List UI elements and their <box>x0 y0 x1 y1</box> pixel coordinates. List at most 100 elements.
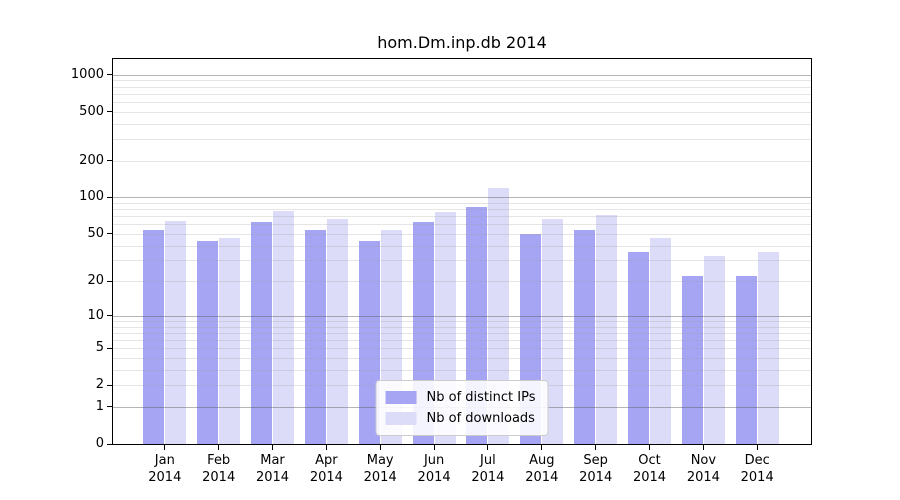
bar-ips-jan <box>143 229 165 444</box>
gridline-minor <box>113 245 811 247</box>
gridline-minor <box>113 216 811 218</box>
x-tick-label: Jan 2014 <box>148 453 182 485</box>
y-tick <box>107 74 112 76</box>
legend-swatch-downloads <box>385 412 417 425</box>
gridline-minor <box>113 281 811 283</box>
plot-area: Nb of distinct IPs Nb of downloads <box>112 58 812 445</box>
gridline-major <box>113 74 811 76</box>
y-tick-label: 10 <box>87 307 104 323</box>
y-tick <box>107 233 112 235</box>
y-tick <box>107 111 112 113</box>
bar-ips-feb <box>197 240 219 444</box>
y-tick <box>107 443 112 445</box>
x-tick <box>541 445 543 450</box>
y-tick <box>107 347 112 349</box>
y-tick-label: 50 <box>87 225 104 241</box>
y-tick <box>107 160 112 161</box>
y-tick-label: 20 <box>87 273 104 289</box>
gridline-minor <box>113 111 811 113</box>
x-tick-label: Dec 2014 <box>740 453 774 485</box>
legend-entry-downloads: Nb of downloads <box>385 408 536 429</box>
legend-swatch-distinct-ips <box>385 391 417 404</box>
gridline-minor <box>113 123 811 125</box>
x-tick-label: Sep 2014 <box>579 453 613 485</box>
x-tick <box>379 445 381 450</box>
gridline-minor <box>113 224 811 226</box>
bar-ips-nov <box>681 276 703 444</box>
bar-ips-mar <box>251 221 272 444</box>
bar-ips-sep <box>574 229 596 444</box>
x-tick-label: Nov 2014 <box>686 453 720 485</box>
gridline-minor <box>113 86 811 88</box>
legend-entry-distinct-ips: Nb of distinct IPs <box>385 387 536 408</box>
bar-downloads-jan <box>165 220 187 444</box>
y-tick-label: 1 <box>95 398 104 414</box>
gridline-minor <box>113 202 811 204</box>
gridline-minor <box>113 260 811 262</box>
gridline-minor <box>113 233 811 235</box>
x-tick <box>325 445 327 450</box>
y-tick-label: 100 <box>79 189 104 205</box>
x-tick-label: Apr 2014 <box>309 453 343 485</box>
x-tick-label: Aug 2014 <box>525 453 559 485</box>
bar-ips-may <box>358 240 380 444</box>
gridline-minor <box>113 340 811 341</box>
bar-ips-oct <box>628 252 649 444</box>
y-tick-label: 2 <box>95 377 104 393</box>
x-tick-label: Mar 2014 <box>255 453 290 485</box>
gridline-minor <box>113 209 811 211</box>
gridline-minor <box>113 93 811 95</box>
bar-downloads-apr <box>326 219 348 444</box>
y-tick <box>107 384 112 386</box>
gridline-minor <box>113 320 811 322</box>
legend-label: Nb of downloads <box>426 411 535 426</box>
x-tick <box>487 445 489 450</box>
y-tick-label: 5 <box>95 340 104 356</box>
gridline-minor <box>113 358 811 359</box>
x-tick <box>433 445 435 450</box>
x-tick-label: May 2014 <box>363 453 397 485</box>
y-tick-label: 200 <box>79 152 104 168</box>
chart-title: hom.Dm.inp.db 2014 <box>377 33 547 52</box>
gridline-minor <box>113 332 811 334</box>
x-tick <box>649 445 650 450</box>
x-tick-label: Jun 2014 <box>417 453 451 485</box>
gridline-minor <box>113 326 811 328</box>
x-tick <box>218 445 220 450</box>
bar-downloads-mar <box>273 211 294 444</box>
gridline-minor <box>113 348 811 350</box>
bar-downloads-nov <box>703 255 725 444</box>
bar-ips-apr <box>304 229 326 444</box>
gridline-major <box>113 315 811 317</box>
y-tick-label: 0 <box>95 436 104 451</box>
y-tick <box>107 315 112 317</box>
gridline-minor <box>113 138 811 140</box>
bar-downloads-feb <box>219 238 241 444</box>
bar-downloads-oct <box>650 238 671 444</box>
bar-downloads-dec <box>757 252 779 444</box>
y-tick-label: 500 <box>79 103 104 119</box>
bar-downloads-sep <box>596 214 618 444</box>
x-tick <box>272 445 273 450</box>
gridline-minor <box>113 101 811 103</box>
x-tick <box>595 445 597 450</box>
gridline-minor <box>113 160 811 162</box>
x-tick <box>164 445 166 450</box>
x-tick <box>702 445 704 450</box>
x-tick-label: Jul 2014 <box>471 453 505 485</box>
gridline-minor <box>113 80 811 82</box>
legend-label: Nb of distinct IPs <box>426 390 536 405</box>
x-tick-label: Feb 2014 <box>202 453 236 485</box>
gridline-major <box>113 197 811 199</box>
legend: Nb of distinct IPs Nb of downloads <box>375 380 549 436</box>
gridline-minor <box>113 369 811 371</box>
y-tick <box>107 280 112 282</box>
y-tick-label: 1000 <box>70 66 104 82</box>
x-tick <box>756 445 758 450</box>
y-tick <box>107 406 112 408</box>
bar-downloads-jul <box>488 187 510 444</box>
x-tick-label: Oct 2014 <box>632 453 667 485</box>
bar-ips-dec <box>735 276 757 444</box>
y-tick <box>107 196 112 198</box>
